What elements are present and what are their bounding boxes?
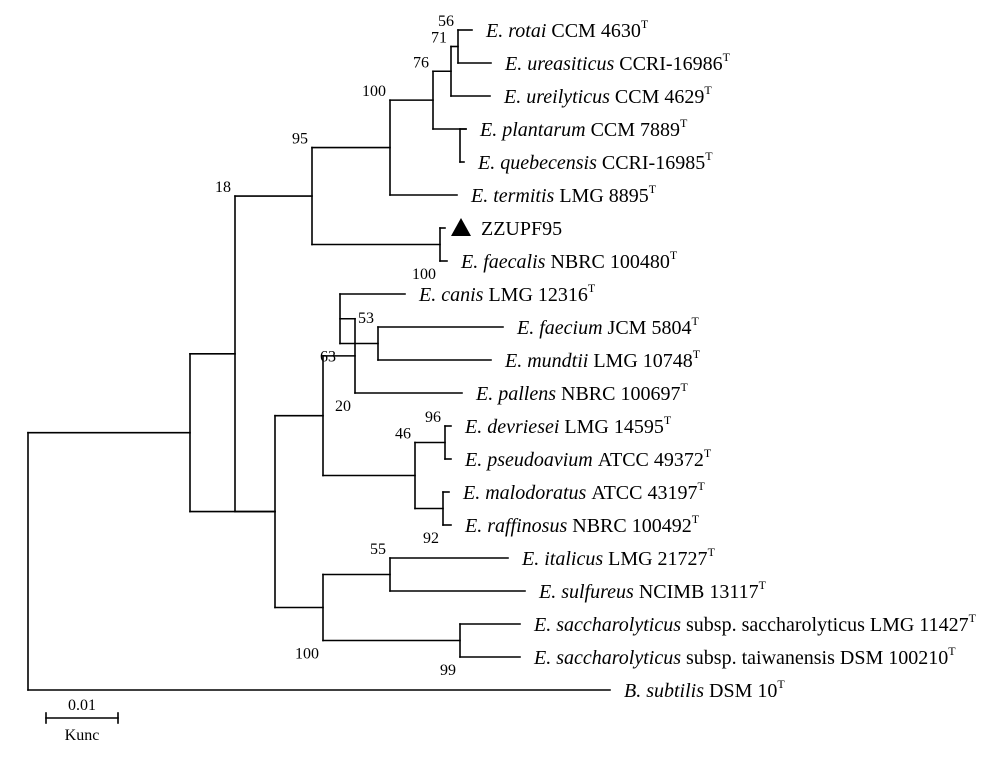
bootstrap-label: 92 [423, 530, 439, 547]
bootstrap-label: 55 [370, 541, 386, 558]
leaf-label: E. italicus LMG 21727T [521, 545, 716, 570]
bootstrap-label: 18 [215, 179, 231, 196]
leaf-label: B. subtilis DSM 10T [624, 677, 785, 702]
bootstrap-label: 53 [358, 310, 374, 327]
leaf-label: E. faecium JCM 5804T [516, 314, 699, 339]
leaf-label: E. saccharolyticus subsp. saccharolyticu… [533, 611, 977, 636]
leaf-label: E. rotai CCM 4630T [485, 17, 649, 42]
bootstrap-label: 100 [412, 266, 436, 283]
leaf-label: E. malodoratus ATCC 43197T [462, 479, 705, 504]
leaf-label: E. ureilyticus CCM 4629T [503, 83, 712, 108]
leaf-label: E. sulfureus NCIMB 13117T [538, 578, 767, 603]
bootstrap-label: 95 [292, 131, 308, 148]
scale-unit: Kunc [65, 727, 100, 744]
scale-value: 0.01 [68, 697, 96, 714]
bootstrap-label: 71 [431, 30, 447, 47]
bootstrap-label: 46 [395, 426, 411, 443]
leaf-label: E. faecalis NBRC 100480T [460, 248, 678, 273]
phylogenetic-tree: 56717610095100185363209692465599100E. ro… [0, 0, 1000, 766]
bootstrap-label: 96 [425, 409, 441, 426]
leaf-label: E. mundtii LMG 10748T [504, 347, 701, 372]
leaf-label: E. quebecensis CCRI-16985T [477, 149, 713, 174]
marker-triangle [451, 218, 471, 236]
leaf-label: E. ureasiticus CCRI-16986T [504, 50, 731, 75]
leaf-label: ZZUPF95 [481, 218, 562, 240]
leaf-label: E. canis LMG 12316T [418, 281, 596, 306]
leaf-label: E. saccharolyticus subsp. taiwanensis DS… [533, 644, 956, 669]
bootstrap-label: 100 [362, 83, 386, 100]
leaf-label: E. devriesei LMG 14595T [464, 413, 672, 438]
leaf-label: E. pallens NBRC 100697T [475, 380, 688, 405]
leaf-label: E. raffinosus NBRC 100492T [464, 512, 700, 537]
bootstrap-label: 20 [335, 398, 351, 415]
bootstrap-label: 76 [413, 54, 429, 71]
leaf-label: E. termitis LMG 8895T [470, 182, 657, 207]
bootstrap-label: 100 [295, 646, 319, 663]
bootstrap-label: 56 [438, 13, 454, 30]
leaf-label: E. plantarum CCM 7889T [479, 116, 688, 141]
bootstrap-label: 99 [440, 662, 456, 679]
leaf-label: E. pseudoavium ATCC 49372T [464, 446, 712, 471]
